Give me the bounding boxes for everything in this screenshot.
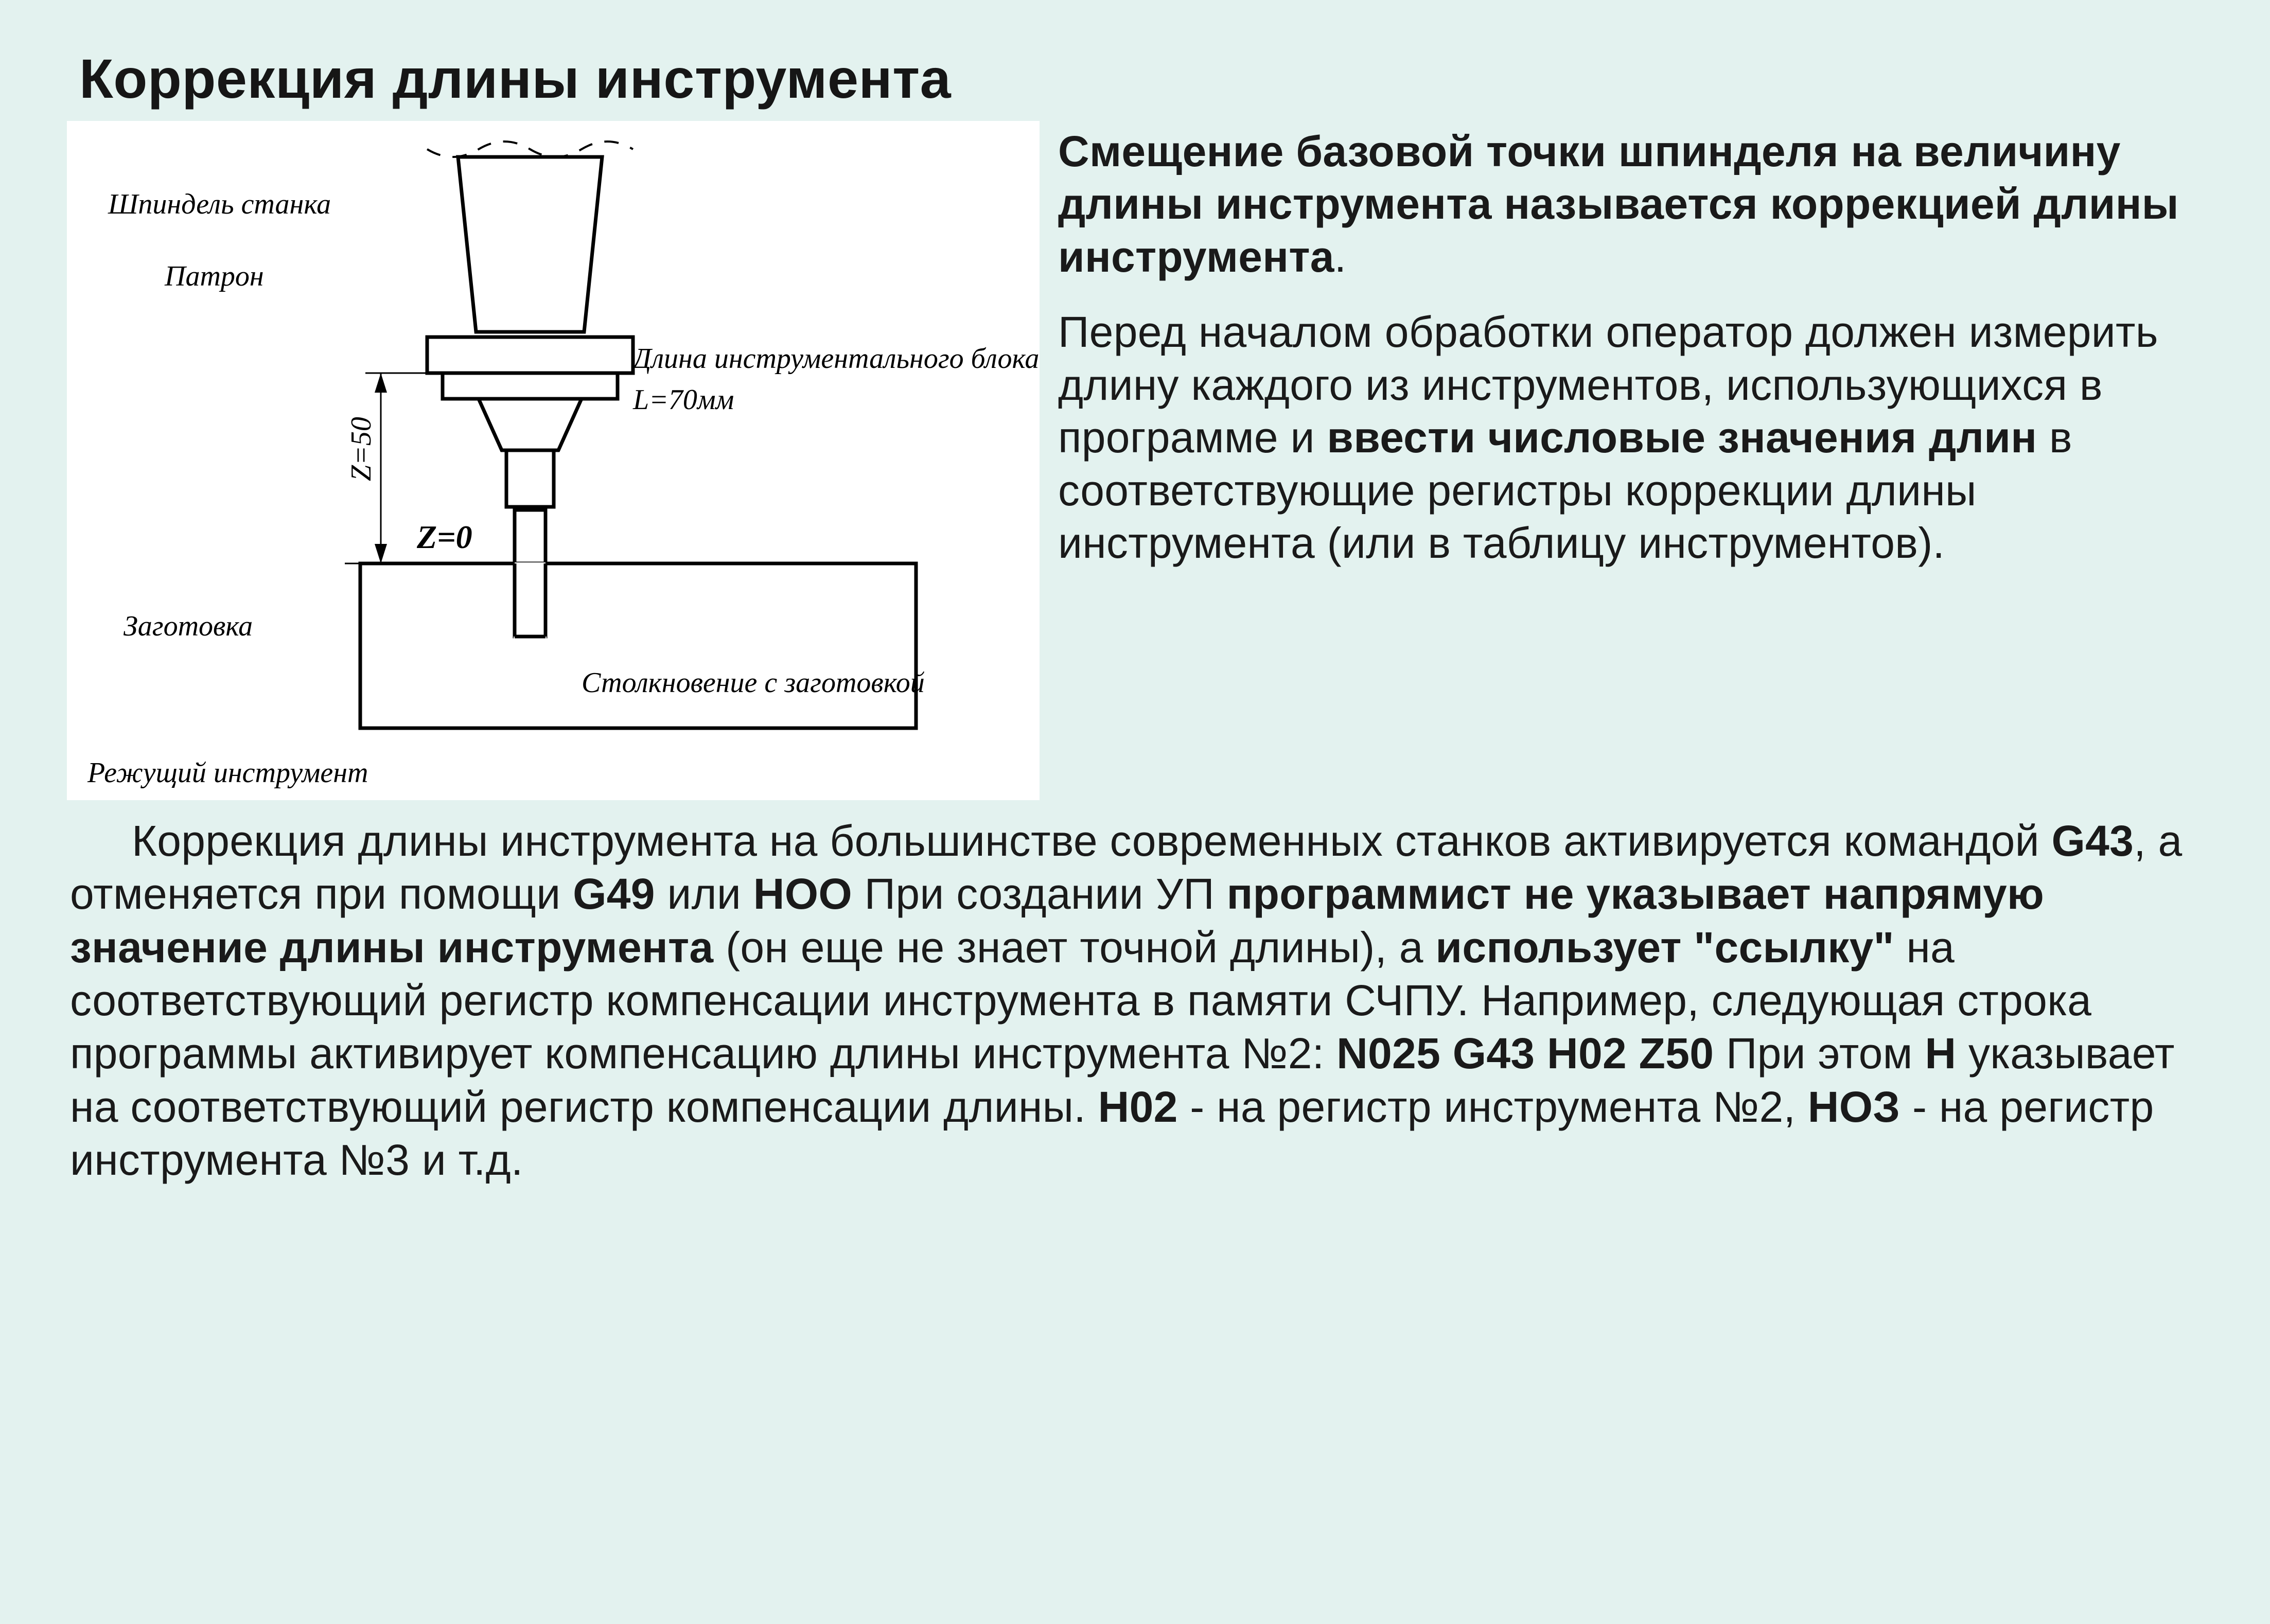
label-chuck: Патрон <box>164 260 264 292</box>
label-z50: Z=50 <box>345 417 377 481</box>
b9: НОЗ <box>1808 1083 1901 1131</box>
z-arrow-bot <box>375 544 387 563</box>
t4: При создании УП <box>852 870 1227 918</box>
technical-figure: Z=50 Z=0 Шпиндель станка Патрон Заготовк… <box>67 121 1040 800</box>
top-row: Z=50 Z=0 Шпиндель станка Патрон Заготовк… <box>67 121 2203 800</box>
slide: Коррекция длины инструмента <box>0 0 2270 1217</box>
label-spindle: Шпиндель станка <box>108 188 331 220</box>
b3: НОО <box>753 870 852 918</box>
workpiece-cutout <box>514 562 547 640</box>
b7: Н <box>1925 1029 1956 1078</box>
label-z0: Z=0 <box>416 519 472 555</box>
figure-svg: Z=50 Z=0 Шпиндель станка Патрон Заготовк… <box>67 121 1040 800</box>
body-paragraph: Коррекция длины инструмента на большинст… <box>67 815 2203 1187</box>
label-tool: Режущий инструмент <box>87 757 368 789</box>
b5: использует "ссылку" <box>1435 923 1894 972</box>
z-arrow-top <box>375 373 387 393</box>
spindle-break-line <box>427 142 633 157</box>
spindle-taper <box>458 157 602 332</box>
tool-neck <box>479 399 582 450</box>
b8: Н02 <box>1098 1083 1178 1131</box>
t1: Коррекция длины инструмента на большинст… <box>132 817 2052 865</box>
t3: или <box>655 870 753 918</box>
b6: N025 G43 Н02 Z50 <box>1336 1029 1714 1078</box>
side-p2-bold: ввести числовые значения длин <box>1327 413 2037 462</box>
side-p1-bold: Смещение базовой точки шпинделя на велич… <box>1058 127 2179 281</box>
side-paragraph-1: Смещение базовой точки шпинделя на велич… <box>1058 125 2203 283</box>
collar-lower <box>443 373 618 399</box>
workpiece-rect <box>360 563 916 728</box>
t9: - на регистр инструмента №2, <box>1178 1083 1808 1131</box>
t5: (он еще не знает точной длины), а <box>713 923 1435 972</box>
label-block-len-1: Длина инструментального блока <box>630 343 1039 375</box>
collar-upper <box>427 337 633 373</box>
side-p1-tail: . <box>1334 233 1347 281</box>
side-column: Смещение базовой точки шпинделя на велич… <box>1058 121 2203 592</box>
label-collision: Столкновение с заготовкой <box>582 667 925 699</box>
label-block-len-2: L=70мм <box>632 384 734 416</box>
side-paragraph-2: Перед началом обработки оператор должен … <box>1058 306 2203 569</box>
page-title: Коррекция длины инструмента <box>79 46 2203 111</box>
tool-shank <box>506 450 554 507</box>
body-text: Коррекция длины инструмента на большинст… <box>67 815 2203 1187</box>
t7: При этом <box>1714 1029 1925 1078</box>
b1: G43 <box>2052 817 2134 865</box>
label-workpiece: Заготовка <box>124 610 253 642</box>
b2: G49 <box>573 870 655 918</box>
